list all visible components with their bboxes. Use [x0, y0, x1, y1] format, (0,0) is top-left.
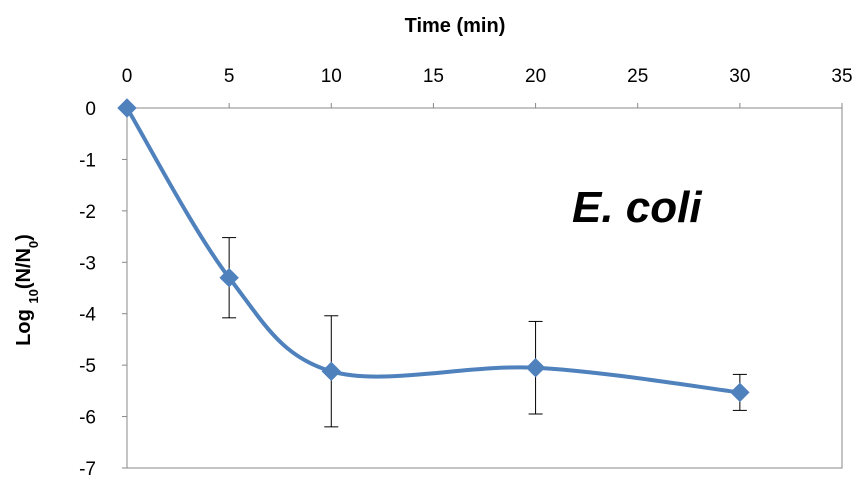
- y-tick-label: 0: [85, 99, 96, 120]
- y-tick-label: -3: [79, 253, 96, 274]
- species-annotation: E. coli: [572, 183, 702, 232]
- y-axis-ticks: 0 -1 -2 -3 -4 -5 -6 -7: [79, 99, 127, 480]
- y-tick-label: -5: [79, 356, 96, 377]
- x-tick-label: 20: [525, 66, 546, 87]
- data-point-marker: [321, 361, 341, 382]
- x-tick-label: 5: [224, 66, 235, 87]
- y-axis-title: Log 10(N/N0): [13, 234, 41, 346]
- y-tick-label: -4: [79, 305, 96, 326]
- y-axis-title-subscript2: 0: [26, 241, 41, 248]
- y-tick-label: -7: [79, 459, 96, 480]
- y-axis-title-prefix: Log: [13, 304, 35, 346]
- y-axis-title-suffix: ): [13, 234, 35, 241]
- plot-area: [126, 107, 843, 469]
- x-tick-label: 25: [627, 66, 648, 87]
- data-point-marker: [730, 382, 750, 403]
- y-axis-title-middle: (N/N: [13, 248, 35, 289]
- x-axis-ticks: 0 5 10 15 20 25 30 35: [122, 66, 853, 108]
- x-tick-label: 35: [831, 66, 852, 87]
- x-tick-label: 0: [122, 66, 133, 87]
- y-axis-title-subscript: 10: [26, 289, 41, 303]
- data-point-marker: [117, 98, 137, 118]
- data-point-marker: [219, 268, 239, 288]
- y-tick-label: -2: [79, 202, 96, 223]
- series-layer: [117, 98, 750, 428]
- x-axis-title: Time (min): [405, 15, 506, 37]
- x-tick-label: 30: [729, 66, 750, 87]
- x-tick-label: 10: [321, 66, 342, 87]
- y-tick-label: -1: [79, 150, 96, 171]
- x-tick-label: 15: [423, 66, 444, 87]
- data-point-marker: [525, 358, 546, 378]
- y-tick-label: -6: [79, 408, 96, 429]
